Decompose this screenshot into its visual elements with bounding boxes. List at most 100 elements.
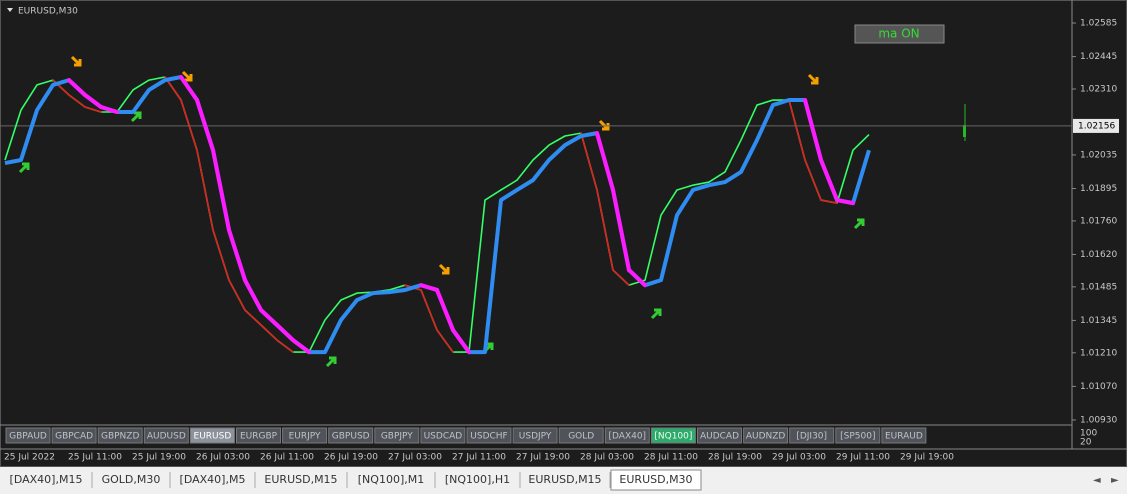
symbol-label[interactable]: AUDCAD: [700, 432, 739, 442]
x-tick-label: 28 Jul 11:00: [644, 453, 698, 463]
tab-label[interactable]: GOLD,M30: [102, 473, 161, 486]
symbol-label[interactable]: [DJI30]: [796, 432, 827, 442]
symbol-button[interactable]: [236, 427, 281, 444]
tab-label[interactable]: EURUSD,M15: [528, 473, 601, 486]
falling-segment: [291, 338, 311, 355]
toggle-button[interactable]: [854, 24, 945, 44]
symbol-button[interactable]: [835, 427, 881, 444]
x-tick-label: 25 Jul 11:00: [68, 453, 122, 463]
active-tab[interactable]: [610, 469, 702, 491]
tab-scroll-right[interactable]: ►: [1111, 475, 1119, 486]
tab-label[interactable]: EURUSD,M30: [619, 473, 692, 486]
tab-label[interactable]: EURUSD,M15: [264, 473, 337, 486]
x-tick-label: 27 Jul 19:00: [516, 453, 570, 463]
symbol-label[interactable]: GBPNZD: [101, 432, 139, 442]
symbol-label[interactable]: GBPAUD: [9, 432, 47, 442]
symbol-label[interactable]: [NQ100]: [654, 432, 692, 442]
symbol-button[interactable]: [328, 427, 374, 444]
sub-axis-label: 100: [1080, 429, 1097, 439]
falling-segment: [627, 268, 647, 288]
x-tick-label: 29 Jul 11:00: [836, 453, 890, 463]
y-tick-label: 1.00930: [1080, 415, 1117, 425]
symbol-label[interactable]: [SP500]: [840, 432, 875, 442]
symbol-button[interactable]: [143, 427, 189, 444]
falling-segment: [68, 94, 86, 108]
symbol-label[interactable]: USDJPY: [519, 432, 552, 442]
symbol-label[interactable]: [DAX40]: [609, 432, 647, 442]
x-tick-label: 28 Jul 03:00: [580, 453, 634, 463]
falling-segment: [276, 339, 294, 353]
x-tick-label: 25 Jul 19:00: [132, 453, 186, 463]
falling-segment: [195, 98, 215, 153]
menu-arrow[interactable]: [7, 8, 13, 12]
falling-segment: [67, 78, 87, 97]
tab-label[interactable]: [DAX40],M5: [180, 473, 246, 486]
toggle-label[interactable]: ma ON: [878, 27, 919, 41]
symbol-button[interactable]: [789, 427, 835, 444]
y-tick-label: 1.02585: [1080, 19, 1117, 29]
falling-segment: [179, 74, 199, 103]
falling-segment: [819, 157, 839, 203]
symbol-label[interactable]: USDCHF: [470, 432, 507, 442]
chart-title: EURUSD,M30: [18, 7, 78, 17]
falling-segment: [596, 189, 614, 271]
current-price-label: 1.02156: [1078, 121, 1115, 131]
symbol-label[interactable]: EURUSD: [194, 432, 232, 442]
symbol-label[interactable]: EURAUD: [885, 432, 923, 442]
tab-label[interactable]: [DAX40],M15: [10, 473, 83, 486]
symbol-label[interactable]: GBPUSD: [332, 432, 370, 442]
y-tick-label: 1.01070: [1080, 382, 1117, 392]
x-tick-label: 26 Jul 11:00: [260, 453, 314, 463]
y-tick-label: 1.01895: [1080, 184, 1117, 194]
symbol-button[interactable]: [189, 427, 235, 444]
symbol-button[interactable]: [650, 427, 696, 444]
symbol-button[interactable]: [466, 427, 512, 444]
symbol-label[interactable]: GOLD: [568, 432, 594, 442]
symbol-label[interactable]: AUDNZD: [746, 432, 786, 442]
symbol-label[interactable]: EURJPY: [289, 432, 321, 442]
falling-segment: [243, 278, 263, 313]
symbol-button[interactable]: [881, 427, 927, 444]
falling-segment: [275, 322, 295, 343]
x-tick-label: 29 Jul 19:00: [900, 453, 954, 463]
symbol-button[interactable]: [374, 427, 420, 444]
falling-segment: [804, 159, 822, 201]
falling-segment: [595, 131, 615, 192]
x-tick-label: 27 Jul 11:00: [452, 453, 506, 463]
symbol-button[interactable]: [697, 427, 742, 444]
falling-segment: [835, 198, 855, 206]
symbol-label[interactable]: EURGBP: [240, 432, 278, 442]
sub-axis-label: 20: [1080, 438, 1092, 448]
symbol-button[interactable]: [558, 427, 604, 444]
symbol-button[interactable]: [420, 427, 466, 444]
symbol-label[interactable]: AUDUSD: [147, 432, 186, 442]
tab-scroll-left[interactable]: ◄: [1093, 475, 1101, 486]
symbol-button[interactable]: [97, 427, 143, 444]
y-tick-label: 1.01620: [1080, 250, 1117, 260]
tab-label[interactable]: [NQ100],H1: [445, 473, 510, 486]
symbol-button[interactable]: [282, 427, 328, 444]
falling-segment: [436, 329, 454, 353]
y-tick-label: 1.02445: [1080, 52, 1117, 62]
signal-arrows: [18, 55, 865, 368]
falling-segment: [420, 289, 438, 331]
falling-segment: [580, 132, 598, 191]
falling-segment: [803, 98, 823, 162]
falling-segment: [228, 279, 246, 311]
falling-segment: [84, 106, 102, 113]
symbol-button[interactable]: [743, 427, 789, 444]
symbol-button[interactable]: [604, 427, 650, 444]
falling-segment: [788, 99, 806, 161]
symbol-button[interactable]: [512, 427, 558, 444]
symbol-button[interactable]: [51, 427, 97, 444]
falling-segment: [612, 269, 630, 286]
falling-segment: [211, 148, 231, 233]
symbol-label[interactable]: GBPJPY: [381, 432, 413, 442]
falling-segment: [99, 104, 119, 115]
falling-segment: [212, 229, 230, 281]
symbol-label[interactable]: USDCAD: [424, 432, 463, 442]
tab-label[interactable]: [NQ100],M1: [358, 473, 424, 486]
symbol-label[interactable]: GBPCAD: [55, 432, 93, 442]
symbol-button[interactable]: [5, 427, 51, 444]
falling-segment: [260, 324, 278, 341]
